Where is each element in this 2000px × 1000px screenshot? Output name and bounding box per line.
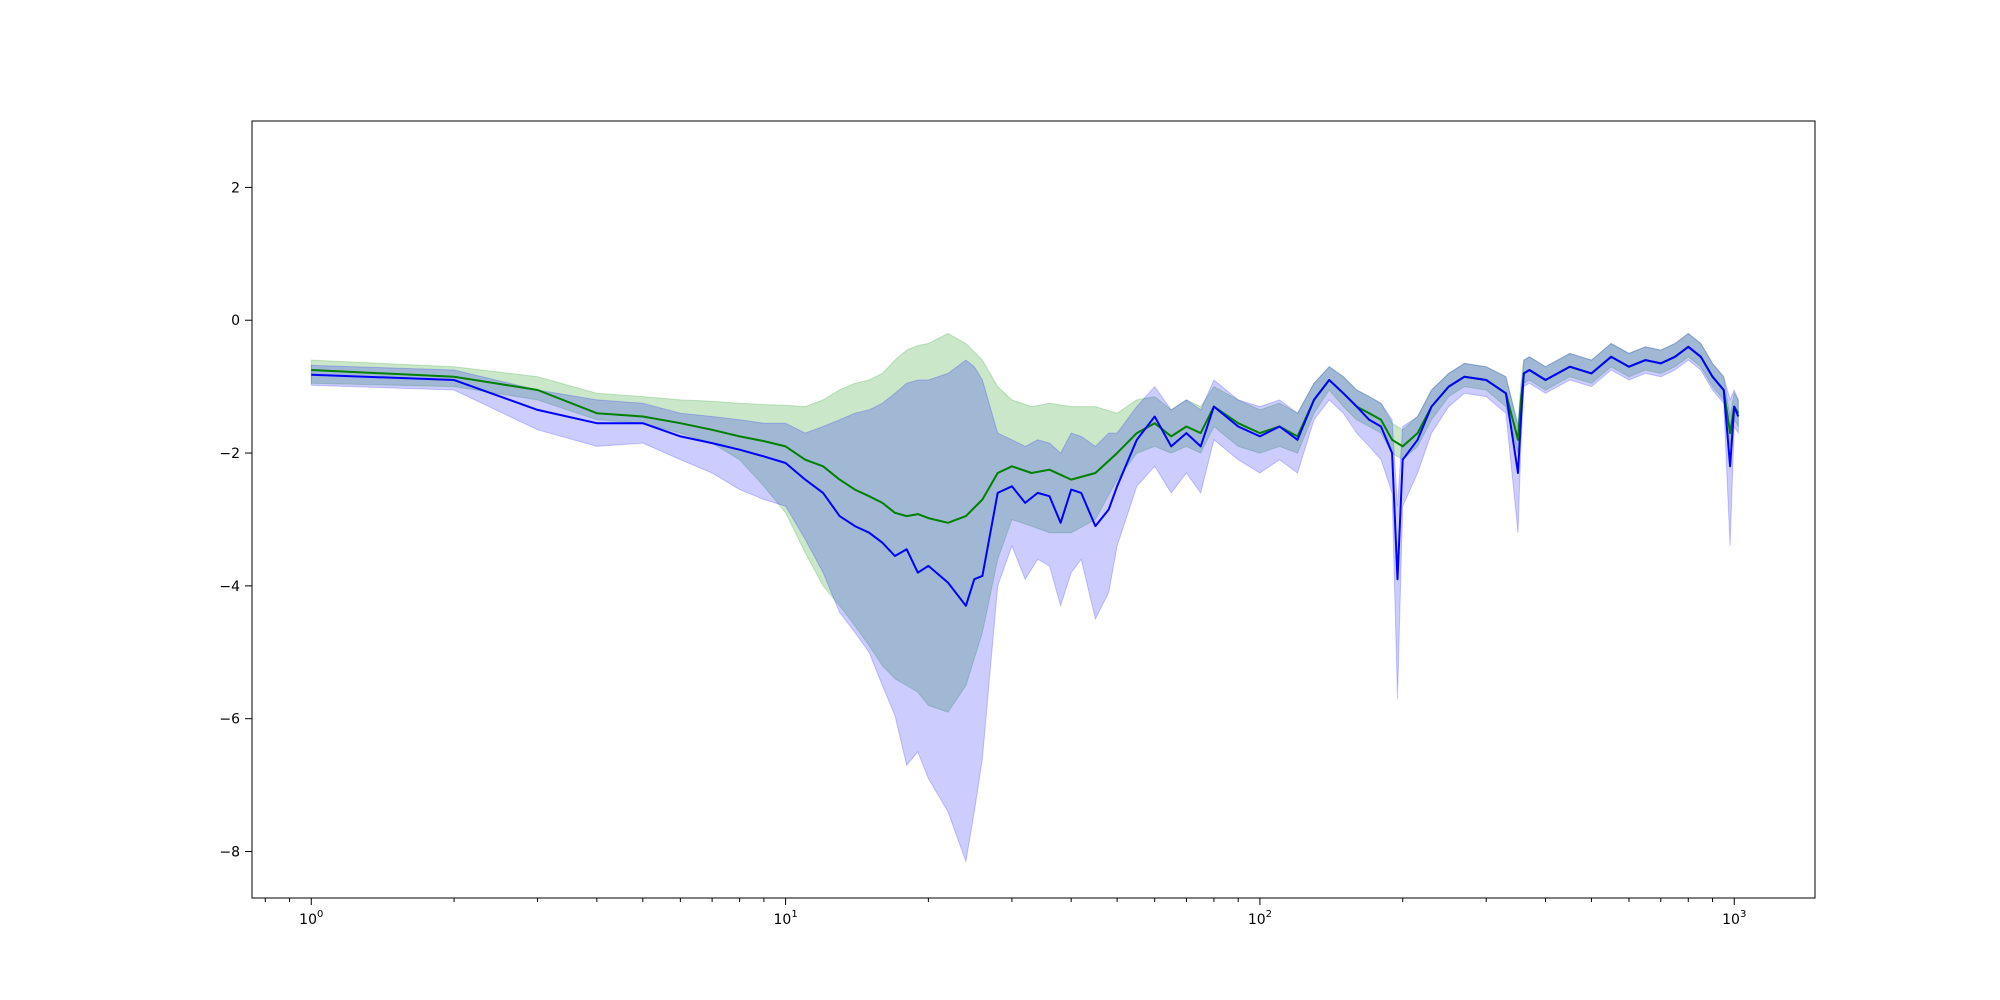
y-tick-label: −6 [219,712,240,728]
y-tick-label: −4 [219,579,240,595]
y-tick-label: −2 [219,446,240,462]
series-lines [311,345,1740,607]
y-axis: 2 0 −2 −4 −6 −8 [219,180,252,861]
line-series-2 [311,345,1740,607]
x-tick-label: 103 [1722,909,1746,928]
x-tick-label: 100 [299,909,323,928]
plot-frame [251,120,1816,899]
x-tick-label: 101 [773,909,797,928]
x-axis: 100 101 102 103 [264,898,1746,928]
y-tick-label: 2 [231,180,240,196]
x-tick-label: 102 [1248,909,1272,928]
band-series-2 [310,332,1739,864]
y-tick-label: 0 [231,313,240,329]
y-tick-label: −8 [219,845,240,861]
